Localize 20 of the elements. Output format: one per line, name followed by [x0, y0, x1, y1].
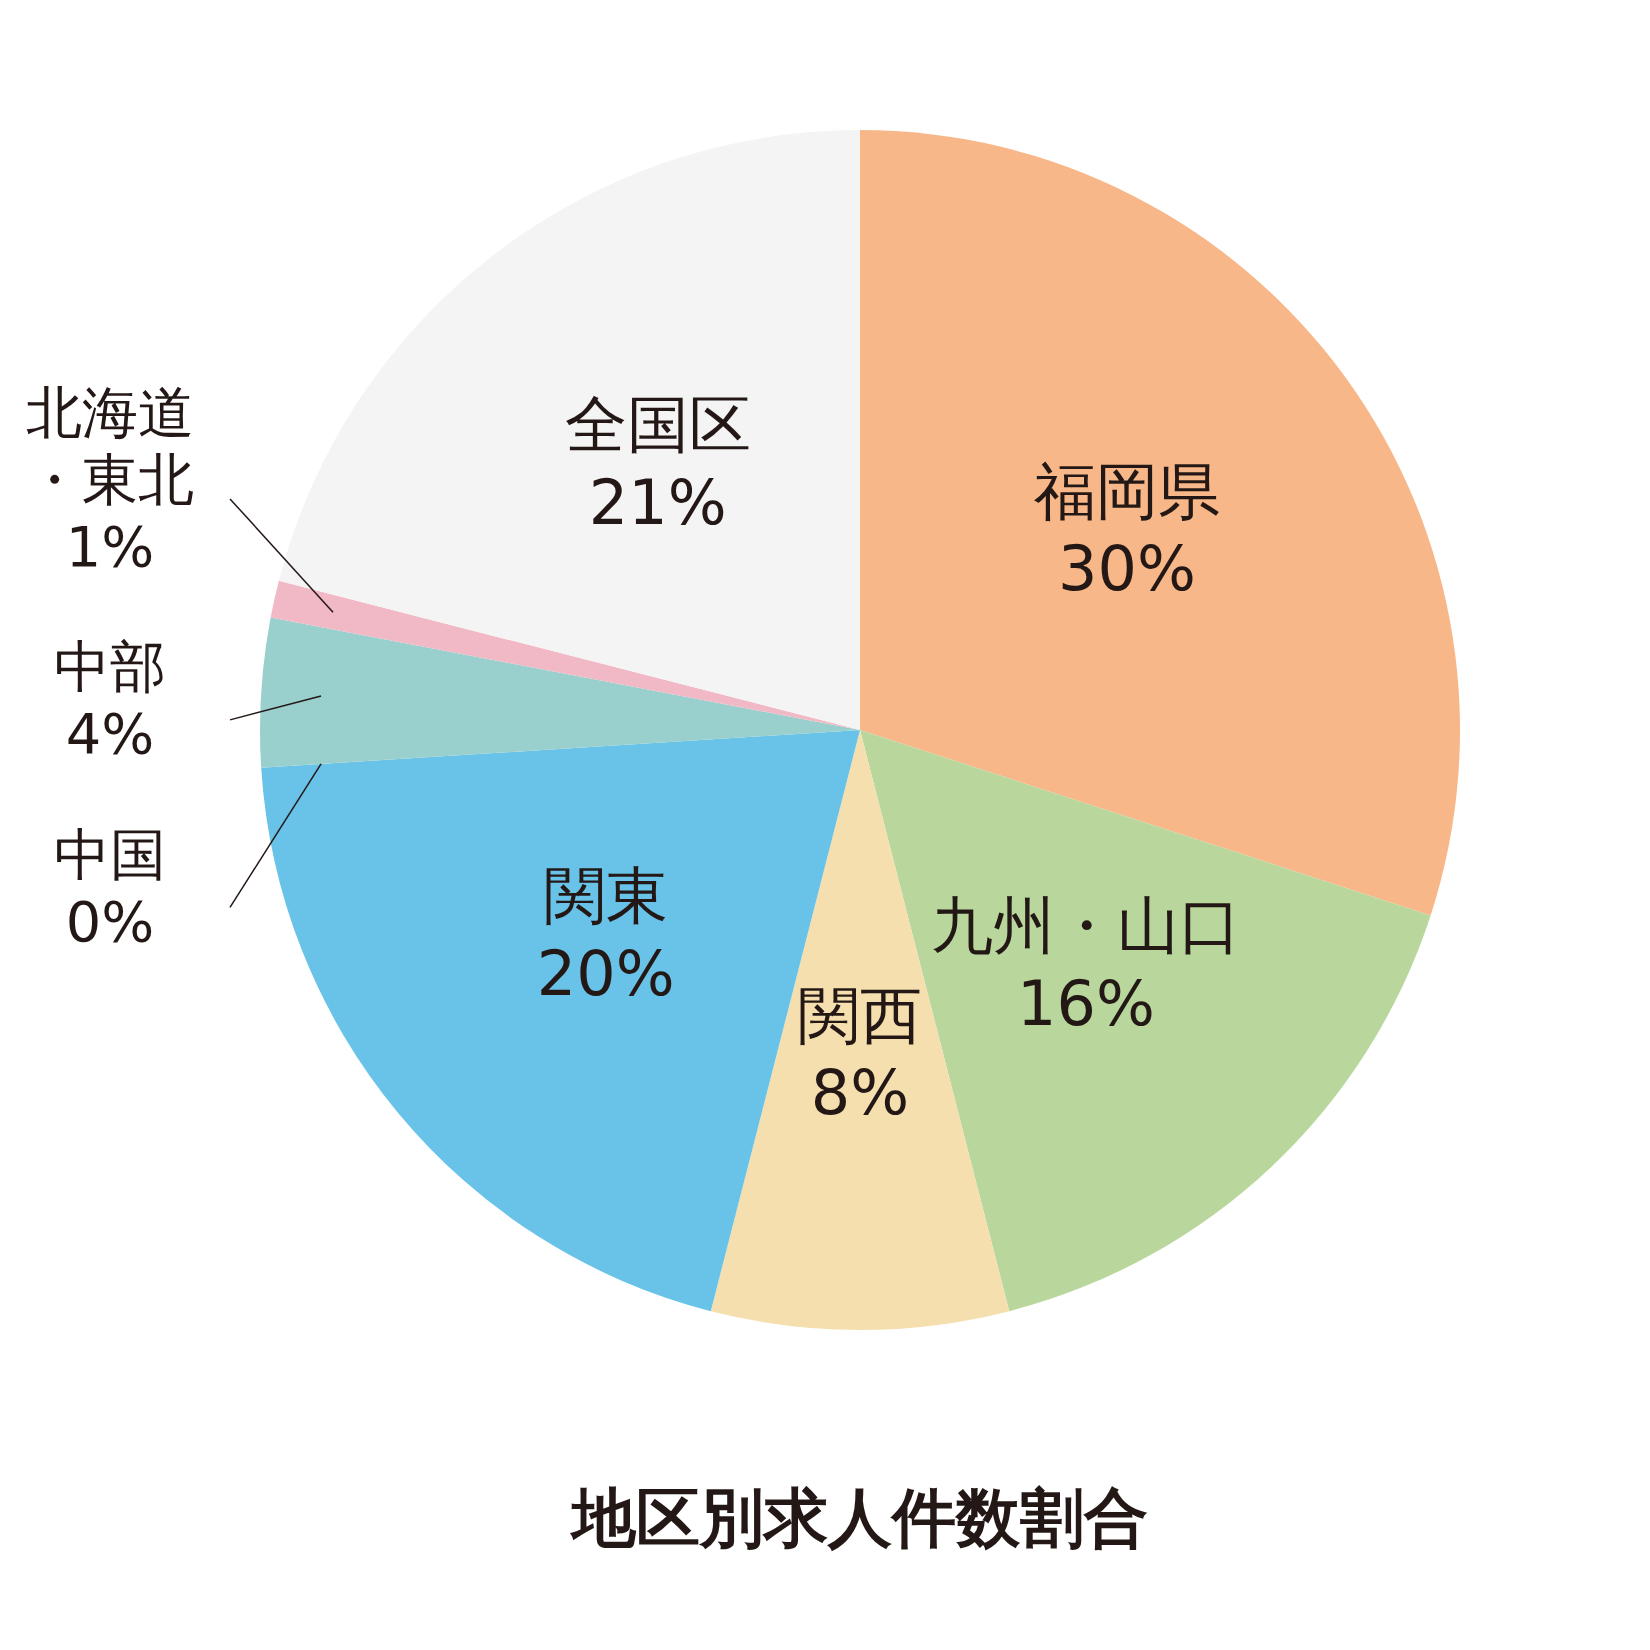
slice-label: 中部	[54, 634, 166, 700]
data-label: 30%	[1058, 532, 1196, 606]
pie-slice	[270, 580, 860, 730]
slice-label: 関西	[798, 978, 922, 1052]
data-label: 1%	[65, 513, 155, 579]
category-label: 中国	[54, 821, 166, 887]
data-label: 16%	[1016, 966, 1155, 1040]
slice-label: 九州・山口	[930, 889, 1241, 963]
data-label: 21%	[588, 465, 727, 539]
slice-label: 関東	[543, 859, 668, 933]
data-label: 8%	[810, 1056, 910, 1130]
text: 地区別求人件数割合	[569, 1481, 1148, 1555]
slice-label: 福岡県	[1033, 454, 1220, 528]
text: 0%	[65, 888, 155, 954]
pie-slice	[278, 130, 860, 730]
pie-slice	[260, 617, 860, 768]
slice-label: 全国区	[564, 388, 751, 461]
slice-label: 北海道・東北	[26, 379, 194, 512]
data-label: 4%	[65, 701, 155, 767]
data-label: 20%	[536, 936, 675, 1010]
